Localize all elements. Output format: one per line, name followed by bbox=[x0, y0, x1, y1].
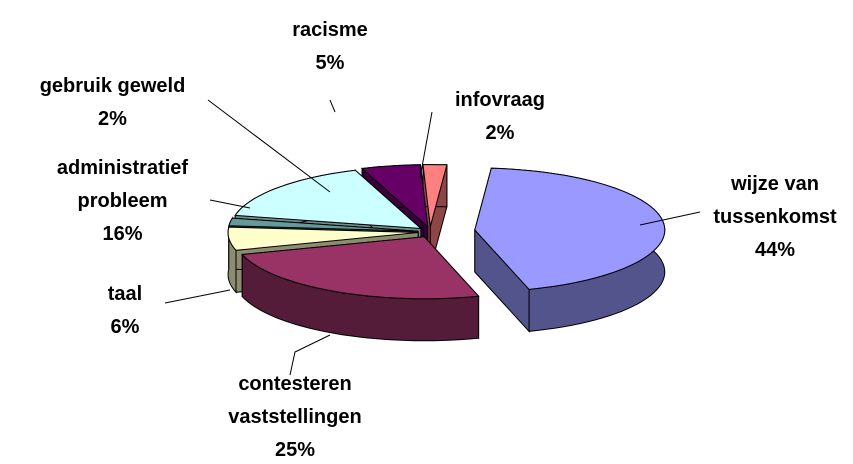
slice-label: wijze van tussenkomst 44% bbox=[690, 168, 853, 267]
percent-label: 25% bbox=[274, 439, 316, 461]
leader-lines bbox=[164, 99, 701, 376]
slice-label: racisme 5% bbox=[230, 14, 430, 80]
category-name: infovraag bbox=[454, 89, 546, 111]
category-name: administratief probleem bbox=[56, 157, 189, 212]
leader-line bbox=[329, 99, 336, 113]
leader-line bbox=[639, 211, 701, 226]
slice bbox=[360, 164, 429, 228]
slices bbox=[227, 164, 666, 342]
category-name: racisme bbox=[292, 19, 368, 41]
slice bbox=[474, 167, 666, 290]
category-name: gebruik geweld bbox=[39, 75, 186, 97]
leader-line bbox=[209, 199, 251, 209]
category-name: contesteren vaststellingen bbox=[228, 373, 362, 428]
slice-label: taal 6% bbox=[60, 278, 190, 344]
slice bbox=[241, 236, 480, 300]
slice bbox=[422, 164, 448, 227]
leader-line bbox=[207, 99, 331, 193]
percent-label: 16% bbox=[102, 223, 143, 245]
leader-line bbox=[419, 111, 433, 179]
percent-label: 2% bbox=[485, 122, 515, 144]
slice-label: administratief probleem 16% bbox=[20, 152, 225, 251]
category-name: wijze van tussenkomst bbox=[713, 173, 837, 228]
percent-label: 2% bbox=[98, 108, 127, 130]
percent-label: 6% bbox=[110, 316, 140, 338]
leader-line bbox=[164, 289, 231, 304]
slice-label: infovraag 2% bbox=[420, 84, 580, 150]
slice bbox=[228, 217, 419, 232]
slice-label: gebruik geweld 2% bbox=[0, 70, 225, 136]
percent-label: 44% bbox=[754, 239, 796, 261]
slice bbox=[227, 226, 419, 251]
slice-label: contesteren vaststellingen 25% bbox=[190, 368, 400, 464]
percent-label: 5% bbox=[315, 52, 345, 74]
category-name: taal bbox=[107, 283, 143, 305]
slice bbox=[234, 169, 423, 230]
leader-line bbox=[289, 334, 331, 376]
